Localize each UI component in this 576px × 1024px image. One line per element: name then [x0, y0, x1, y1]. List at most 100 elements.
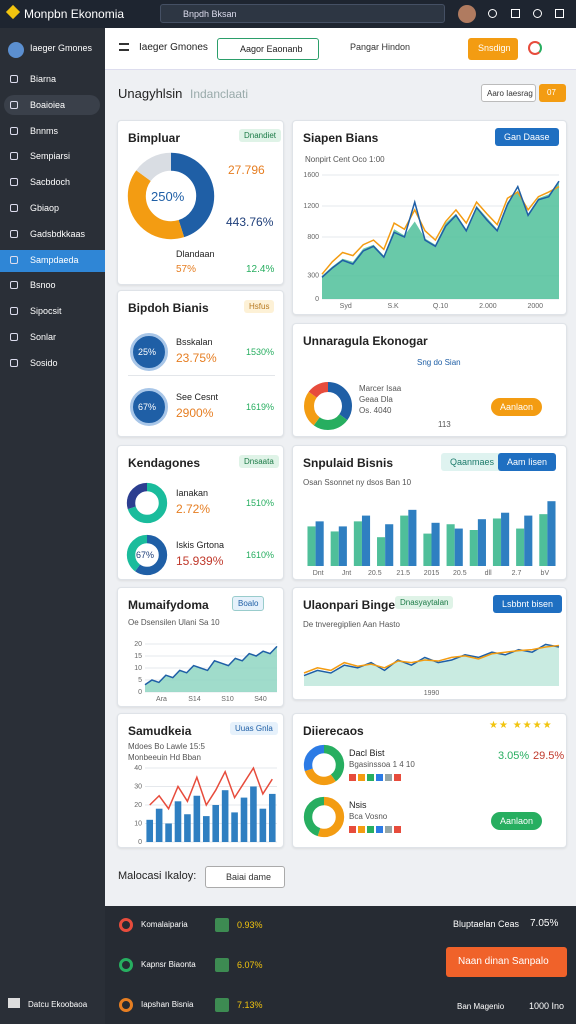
- nav-item[interactable]: Gbiaop: [30, 203, 60, 213]
- x-tick-label: Syd: [340, 303, 352, 310]
- card-title: Ulaonpari Binge: [303, 598, 396, 612]
- bar: [250, 786, 257, 842]
- icon[interactable]: [511, 9, 520, 18]
- bar: [315, 521, 324, 566]
- brand: Monpbn Ekonomia: [24, 7, 125, 21]
- nav-item[interactable]: Sipocsit: [30, 306, 62, 317]
- row-value: 3.05%: [498, 750, 530, 762]
- row-name: Ianakan: [176, 488, 209, 498]
- button[interactable]: Aanlaon: [491, 398, 543, 416]
- nav-icon: [10, 255, 18, 264]
- donut-chart: [127, 152, 215, 240]
- x-tick-label: 20.5: [453, 570, 467, 577]
- card: Mumaifydoma Boalo Oe Dsensilen Ulani Sa …: [117, 587, 284, 707]
- button[interactable]: Lsbbnt bisen: [493, 595, 563, 613]
- nav-item[interactable]: Sacbdoch: [30, 177, 71, 188]
- card-title: Unnaragula Ekonogar: [303, 334, 428, 348]
- nav-icon: [10, 100, 18, 109]
- toolbar: Iaeger Gmones Aagor Eaonanb Pangar Hindo…: [105, 28, 576, 70]
- donut-segment: [127, 152, 215, 240]
- donut-segment: [304, 382, 352, 430]
- nav-item[interactable]: Sosido: [30, 357, 58, 368]
- nav-item[interactable]: Sampdaeda: [30, 254, 79, 265]
- donut-segment: [303, 796, 345, 838]
- nav-icon: [10, 333, 18, 341]
- nav-item[interactable]: Bnnms: [30, 125, 59, 136]
- card-title: Diierecaos: [303, 724, 364, 738]
- x-tick-label: Q.10: [433, 303, 448, 310]
- avatar[interactable]: [458, 5, 476, 23]
- y-tick-label: 30: [134, 783, 142, 790]
- legend: Marcer Isaa: [359, 384, 402, 393]
- filter-button[interactable]: Aaro Iaesrag: [481, 84, 536, 102]
- footer-button[interactable]: Baiai dame: [205, 866, 285, 888]
- page-subtitle: Indanclaati: [190, 87, 249, 101]
- x-tick-label: bV: [541, 570, 550, 577]
- nav-item[interactable]: Biarna: [30, 74, 57, 84]
- y-tick-label: 0: [315, 296, 319, 303]
- row-icon: [119, 958, 133, 972]
- button[interactable]: Aam Iisen: [498, 453, 557, 471]
- y-tick-label: 1600: [303, 172, 319, 179]
- badge: Dnsaata: [239, 455, 279, 468]
- button[interactable]: Aanlaon: [491, 812, 543, 830]
- button[interactable]: Qaanmaes: [441, 453, 504, 471]
- nav-icon: [10, 281, 18, 290]
- nav-item[interactable]: Gadsbdkkaas: [30, 228, 86, 239]
- area-chart: 0 5 10 15 20 Ara S14 S10 S40: [134, 641, 278, 703]
- row-icon: [119, 998, 133, 1012]
- row-icon: [119, 918, 133, 932]
- nav-item[interactable]: Sonlar: [30, 332, 57, 342]
- toolbar-link[interactable]: Pangar Hindon: [350, 42, 411, 52]
- nav-pill[interactable]: [4, 94, 100, 115]
- sidebar-heading: Iaeger Gmones: [30, 43, 93, 53]
- swatch: [385, 826, 392, 833]
- icon[interactable]: [488, 9, 497, 18]
- legend: Nonpirt Cent Oco 1:00: [305, 155, 385, 164]
- donut-segment: [127, 152, 215, 240]
- search-box[interactable]: Bnpdh Bksan: [160, 4, 445, 23]
- row-pct: 1610%: [246, 550, 275, 560]
- swatch: [394, 826, 401, 833]
- nav-icon: [10, 358, 18, 367]
- bar: [268, 793, 276, 842]
- x-tick-label: 2.7: [512, 570, 522, 577]
- page-title: Unagyhlsin: [118, 86, 183, 101]
- donut-chart: [126, 534, 168, 576]
- bar: [446, 524, 455, 566]
- footer-label: Malocasi Ikaloy:: [118, 870, 197, 882]
- row-name: Bsskalan: [176, 337, 213, 347]
- y-tick-label: 300: [307, 273, 319, 280]
- card: Kendagones Dnsaata Ianakan 2.72% 1510% 67% I…: [117, 445, 284, 580]
- bar: [501, 512, 510, 566]
- metric: 12.4%: [246, 264, 275, 275]
- row-name: Dacl Bist: [349, 748, 385, 758]
- line-chart: 0 300 800 1200 1600 Syd S.K Q.10 2.000 2000: [303, 172, 560, 310]
- row-name: Iapshan Bisnia: [141, 1000, 194, 1009]
- donut-segment: [304, 382, 352, 430]
- x-tick-label: 20.5: [368, 570, 382, 577]
- nav-item[interactable]: Boaioiea: [30, 99, 66, 110]
- row-value: 2.72%: [176, 502, 211, 516]
- nav-active[interactable]: [0, 249, 105, 272]
- bar-chart: 0 10 20 30 40: [134, 765, 277, 846]
- nav-icon: [10, 75, 18, 83]
- nav-item[interactable]: Bsnoo: [30, 280, 56, 291]
- ring-label: 25%: [138, 347, 157, 357]
- x-tick-label: dll: [485, 570, 492, 577]
- action-button[interactable]: Snsdign: [468, 38, 518, 60]
- x-tick-label: S40: [254, 696, 267, 703]
- icon[interactable]: [533, 9, 542, 18]
- line: [321, 180, 560, 278]
- menu-icon[interactable]: [119, 43, 129, 51]
- legend: Mdoes Bo Lawle 15:5: [128, 742, 205, 751]
- swatch: [376, 826, 383, 833]
- card-title: Bipdoh Bianis: [128, 301, 209, 315]
- cta-button[interactable]: Naan dinan Sanpalo: [446, 947, 567, 977]
- bar: [221, 790, 229, 842]
- nav-item[interactable]: Sempiarsi: [30, 151, 71, 162]
- tab-button[interactable]: Aagor Eaonanb: [217, 38, 319, 60]
- note: De tnveregiplien Aan Hasto: [303, 620, 400, 629]
- icon[interactable]: [555, 9, 564, 18]
- button[interactable]: Gan Daase: [495, 128, 559, 146]
